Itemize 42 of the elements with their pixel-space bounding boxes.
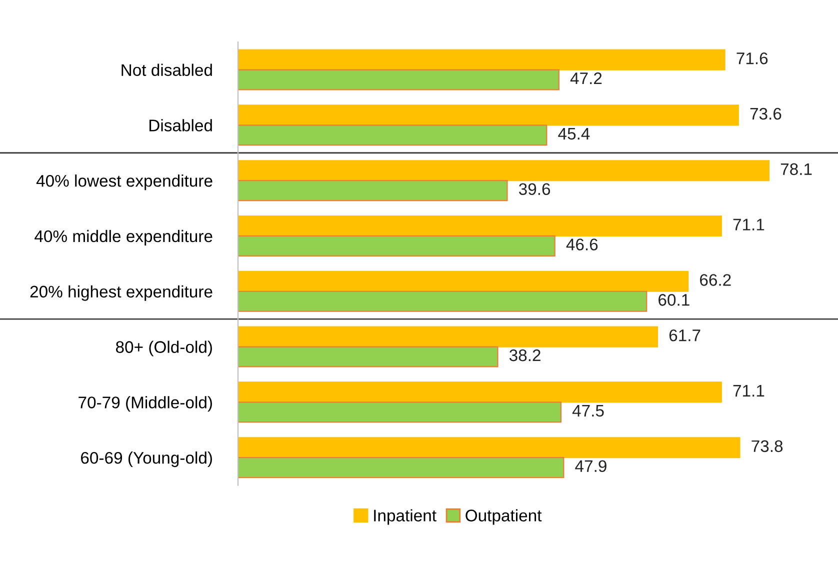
bar [238, 437, 740, 458]
y-tick-label: 40% middle expenditure [34, 230, 212, 246]
y-tick-label: 60-69 (Young-old) [81, 452, 212, 468]
bar [238, 270, 689, 292]
data-label: 71.1 [733, 218, 764, 230]
bar [238, 160, 770, 182]
data-label: 73.8 [752, 440, 783, 452]
legend-label: Inpatient [374, 509, 436, 525]
y-tick-label: 20% highest expenditure [30, 285, 212, 301]
bar [238, 124, 548, 146]
bar [238, 346, 498, 368]
data-label: 47.5 [572, 404, 604, 417]
data-label: 71.1 [733, 385, 764, 397]
bar [238, 235, 556, 256]
y-tick-label: Disabled [150, 119, 212, 132]
bar [238, 402, 562, 423]
bar [238, 326, 658, 348]
y-tick-label: 80+ (Old-old) [116, 340, 212, 356]
bar [238, 69, 560, 90]
data-label: 78.1 [780, 163, 812, 176]
data-label: 47.9 [575, 460, 606, 472]
legend-label: Outpatient [466, 509, 542, 525]
data-label: 46.6 [566, 238, 598, 250]
y-tick-label: Not disabled [122, 64, 212, 76]
bar [238, 215, 722, 237]
data-label: 39.6 [518, 183, 550, 196]
data-label: 71.6 [736, 52, 768, 64]
bar [238, 457, 564, 478]
data-label: 45.4 [558, 128, 590, 140]
bar [238, 104, 739, 126]
data-label: 61.7 [669, 329, 700, 342]
bar [238, 49, 726, 70]
data-label: 73.6 [750, 108, 782, 120]
data-label: 66.2 [700, 274, 731, 286]
bar [238, 382, 722, 403]
data-label: 60.1 [658, 294, 690, 306]
data-label: 38.2 [509, 349, 540, 362]
bar [238, 180, 508, 202]
data-label: 47.2 [570, 72, 602, 84]
bar [238, 290, 648, 312]
y-tick-label: 40% lowest expenditure [36, 174, 212, 190]
y-tick-label: 70-79 (Middle-old) [78, 396, 212, 412]
